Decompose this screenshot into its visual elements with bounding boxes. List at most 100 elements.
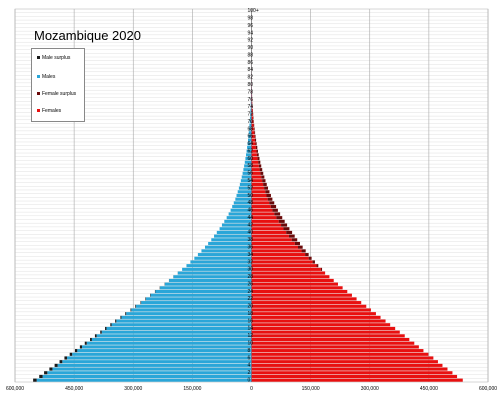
x-axis-ticks: 600,000 450,000 300,000 150,000 0 150,000 300,… [6,386,497,392]
bar-females [251,186,265,190]
y-tick-label: 14 [248,326,254,332]
bar-male-surplus [94,334,97,338]
bar-female-surplus [262,179,266,183]
bar-male-surplus [125,312,127,316]
bar-females [251,205,271,209]
bar-females [251,260,313,264]
y-tick-label: 22 [248,296,254,302]
bar-females [251,337,410,342]
bar-male-surplus [90,337,92,342]
bar-females [251,208,273,212]
bar-males [232,205,252,209]
y-tick-label: 66 [248,134,254,140]
y-tick-label: 42 [248,222,254,228]
legend-item-males: Males [37,74,55,80]
bar-males [248,134,252,138]
bar-males [224,219,252,223]
bar-females [251,101,253,105]
bar-females [251,256,309,260]
bar-female-surplus [267,197,273,201]
bar-females [251,197,268,201]
bar-females [251,271,326,275]
bar-female-surplus [263,182,267,186]
chart-legend: Male surplus Males Female surplus Female… [31,48,85,122]
y-tick-label: 86 [248,60,254,66]
bar-males [82,345,252,349]
bar-female-surplus [278,219,285,223]
bar-males [247,142,252,146]
bar-females [251,157,258,161]
bar-males [244,164,252,168]
bar-females [251,216,277,220]
bar-females [251,352,429,356]
bar-females [251,326,396,331]
bar-females [251,245,299,249]
bar-males [91,337,252,342]
legend-label-males: Males [42,74,56,80]
bar-female-surplus [261,175,265,179]
bar-females [251,312,376,316]
y-tick-label: 52 [248,185,254,191]
bar-males [204,245,252,249]
y-tick-label: 90 [248,45,254,51]
y-tick-label: 20 [248,304,254,310]
bar-males [249,123,252,127]
y-tick-label: 32 [248,259,254,265]
bar-females [251,223,282,227]
legend-swatch-female-surplus [37,92,40,96]
bar-females [251,356,434,360]
bar-female-surplus [276,216,283,220]
bar-females [251,297,357,301]
bar-females [251,175,262,179]
bar-female-surplus [256,149,258,153]
bar-female-surplus [270,205,277,209]
legend-label-male-surplus: Male surplus [42,55,71,61]
bar-males [211,238,252,242]
y-tick-label: 28 [248,274,254,280]
bar-male-surplus [59,360,63,364]
bar-female-surplus [316,264,319,268]
bar-males [197,253,252,257]
bar-female-surplus [274,212,281,216]
bar-males [214,234,252,238]
bar-females [251,334,405,338]
bar-males [208,241,252,246]
bar-male-surplus [84,341,87,345]
legend-item-females: Females [37,108,61,114]
legend-swatch-males [37,75,40,79]
bar-males [131,308,252,312]
bar-males [233,201,252,205]
bar-females [251,193,267,198]
bar-females [251,142,256,146]
bar-males [160,286,252,290]
y-tick-label: 76 [248,97,254,103]
y-tick-label: 56 [248,171,254,177]
bar-females [251,341,415,345]
y-tick-label: 80 [248,82,254,88]
bar-female-surplus [253,123,255,127]
bar-female-surplus [308,256,312,260]
bar-males [116,319,252,323]
bar-males [177,271,252,275]
bar-female-surplus [253,120,254,124]
bar-females [251,164,259,168]
bar-female-surplus [298,245,303,249]
y-tick-label: 16 [248,318,254,324]
bar-female-surplus [301,249,306,253]
bar-females [251,330,400,334]
y-tick-label: 4 [248,363,251,369]
bar-males [219,227,252,231]
y-tick-label: 94 [248,30,254,36]
bar-female-surplus [291,238,298,242]
y-tick-label: 88 [248,52,254,58]
bar-males [216,230,252,234]
bar-males [243,168,252,172]
y-tick-label: 38 [248,237,254,243]
bar-male-surplus [100,330,102,334]
bar-females [251,234,289,238]
bar-females [251,378,463,382]
bar-males [47,371,252,375]
bar-males [155,289,252,294]
bar-males [182,267,252,271]
